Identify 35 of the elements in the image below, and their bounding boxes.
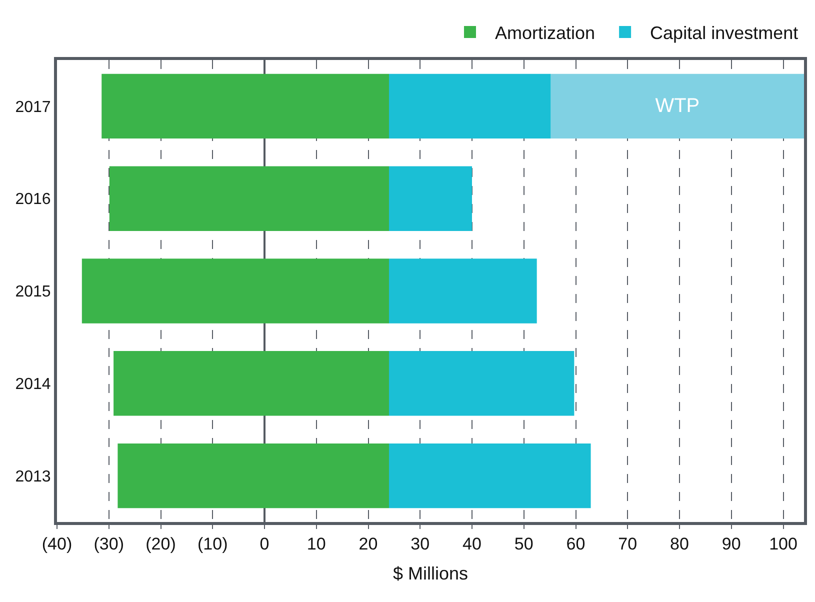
x-tick-label: (20) — [146, 534, 176, 554]
x-tick-label: 100 — [769, 534, 798, 554]
x-tick-label: (40) — [42, 534, 72, 554]
y-tick-label: 2015 — [15, 284, 51, 301]
x-tick-label: 60 — [566, 534, 586, 554]
x-tick-label: 70 — [618, 534, 638, 554]
x-tick-label: 0 — [260, 534, 270, 554]
y-tick-label: 2016 — [15, 191, 51, 208]
bar — [109, 166, 389, 231]
series-label: WTP — [655, 95, 700, 118]
bar — [114, 351, 389, 416]
x-tick-label: 90 — [722, 534, 741, 554]
bar — [118, 443, 389, 508]
bar — [102, 74, 389, 139]
x-tick-label: 40 — [462, 534, 482, 554]
bar — [389, 166, 472, 231]
x-tick-label: 80 — [670, 534, 689, 554]
bar — [389, 74, 551, 139]
x-axis-title: $ Millions — [392, 564, 468, 584]
legend-label: Capital investment — [650, 22, 798, 43]
bar — [82, 258, 389, 324]
y-tick-label: 2014 — [15, 376, 51, 393]
x-tick-label: 50 — [514, 534, 534, 554]
x-tick-label: (10) — [198, 534, 228, 554]
y-tick-label: 2013 — [15, 468, 51, 486]
bar — [389, 351, 574, 416]
legend-label: Amortization — [495, 22, 596, 43]
x-tick-label: (30) — [94, 534, 124, 554]
x-tick-label: 30 — [410, 534, 430, 554]
bar — [389, 258, 537, 324]
x-tick-label: 10 — [306, 534, 326, 554]
bar — [389, 443, 591, 508]
y-tick-label: 2017 — [15, 98, 51, 116]
x-tick-label: 20 — [358, 534, 378, 554]
bar — [550, 74, 804, 139]
